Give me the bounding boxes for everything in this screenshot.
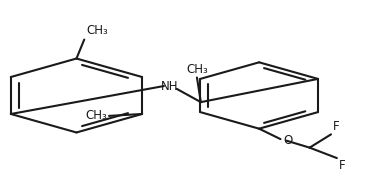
Text: O: O: [284, 134, 293, 146]
Text: CH₃: CH₃: [85, 109, 107, 122]
Text: F: F: [333, 120, 340, 134]
Text: CH₃: CH₃: [86, 24, 108, 37]
Text: NH: NH: [161, 80, 179, 93]
Text: CH₃: CH₃: [186, 63, 208, 76]
Text: F: F: [339, 159, 346, 172]
